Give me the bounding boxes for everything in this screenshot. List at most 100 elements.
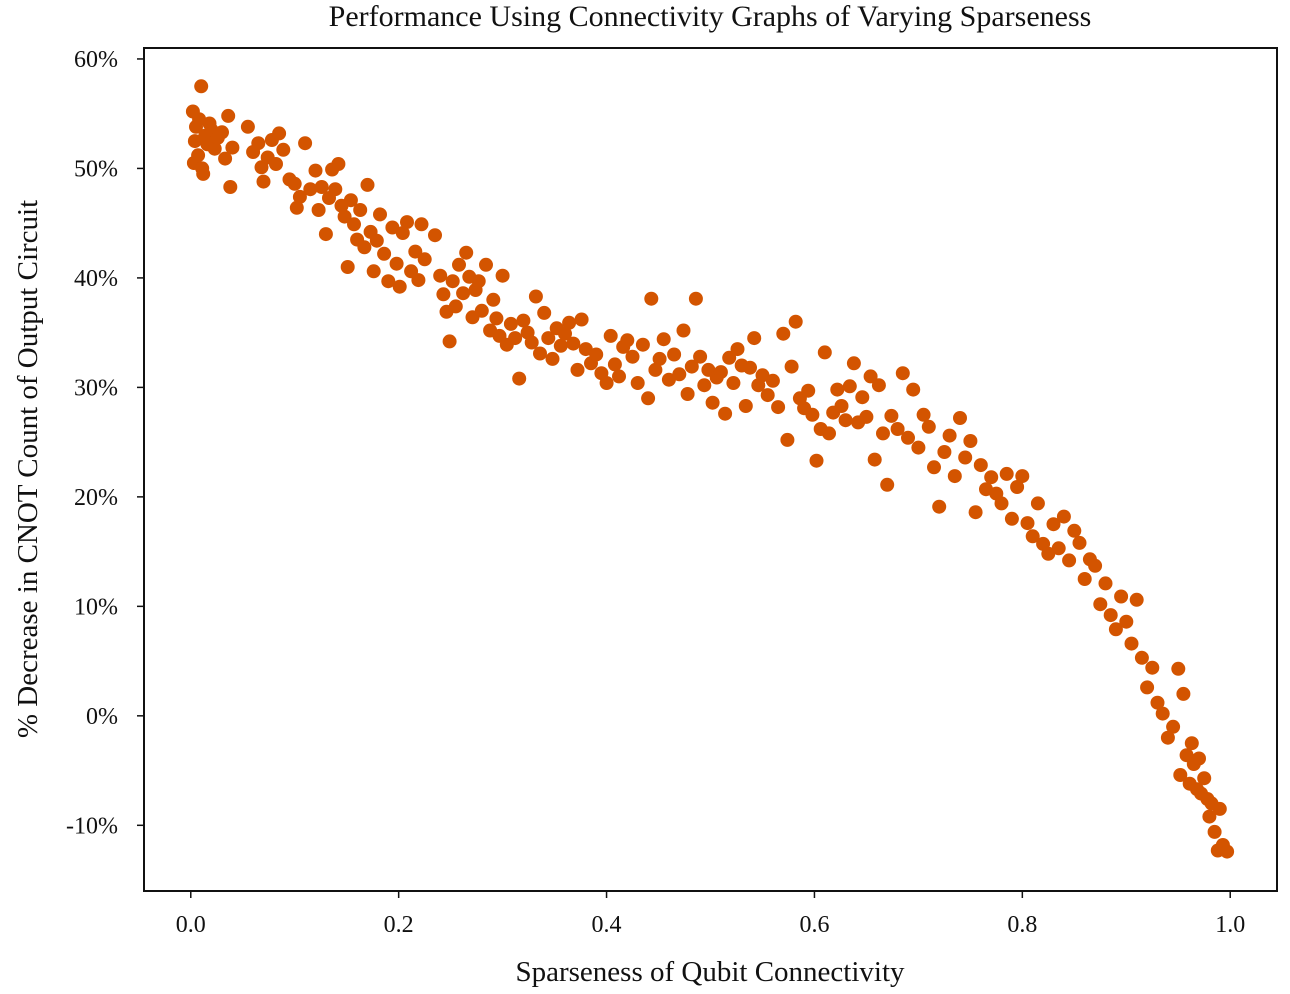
data-point	[1160, 730, 1175, 745]
data-point	[713, 365, 728, 380]
data-point	[528, 289, 543, 304]
data-point	[578, 342, 593, 357]
data-point	[635, 337, 650, 352]
data-point	[479, 257, 493, 272]
data-point	[911, 440, 926, 455]
data-point	[436, 287, 451, 302]
data-point	[599, 376, 614, 390]
data-point	[1220, 844, 1235, 859]
data-point	[726, 376, 741, 390]
data-point	[1114, 589, 1129, 604]
points-layer	[185, 79, 1235, 859]
data-point	[558, 326, 572, 341]
data-point	[620, 333, 635, 348]
data-point	[1025, 529, 1040, 544]
data-point	[942, 428, 957, 443]
data-point	[408, 244, 423, 259]
data-point	[1041, 546, 1056, 561]
y-axis-label: % Decrease in CNOT Count of Output Circu…	[12, 200, 44, 738]
data-point	[1030, 496, 1045, 511]
y-tick-label: 20%	[74, 485, 118, 511]
data-point	[771, 400, 786, 415]
data-point	[1010, 480, 1025, 494]
data-point	[718, 406, 733, 421]
data-point	[1145, 660, 1160, 675]
data-point	[445, 274, 460, 289]
data-point	[272, 126, 287, 141]
data-point	[196, 166, 211, 181]
data-point	[553, 338, 568, 353]
data-point	[287, 176, 302, 191]
data-point	[722, 350, 737, 365]
data-point	[223, 180, 238, 194]
data-point	[1155, 706, 1170, 721]
data-point	[512, 371, 527, 386]
data-point	[1192, 751, 1206, 766]
data-point	[901, 430, 915, 445]
x-tick-label: 0.0	[176, 912, 206, 938]
y-tick-label: 50%	[74, 156, 118, 182]
y-tick-label: 60%	[74, 47, 118, 73]
data-point	[452, 257, 466, 272]
data-point	[366, 264, 381, 279]
data-point	[1184, 736, 1199, 751]
data-point	[1108, 622, 1123, 637]
data-point	[187, 134, 202, 149]
data-point	[331, 157, 346, 171]
y-tick-label: -10%	[66, 813, 118, 839]
data-point	[927, 460, 941, 475]
data-point	[876, 426, 890, 441]
data-point	[218, 151, 233, 166]
data-point	[648, 362, 663, 377]
data-point	[661, 372, 676, 387]
x-tick-label: 0.4	[592, 912, 622, 938]
data-point	[1129, 592, 1144, 607]
data-point	[340, 260, 355, 274]
data-point	[508, 331, 523, 346]
data-point	[442, 334, 457, 349]
data-point	[1062, 553, 1077, 568]
plot-frame	[143, 47, 1278, 892]
data-point	[1207, 824, 1222, 839]
data-point	[225, 140, 240, 155]
data-point	[916, 407, 931, 422]
y-tick-label: 40%	[74, 266, 118, 292]
data-point	[846, 356, 861, 371]
data-point	[822, 426, 836, 441]
data-point	[428, 228, 442, 243]
data-point	[318, 227, 333, 242]
data-point	[343, 193, 358, 208]
data-point	[298, 136, 313, 151]
data-point	[1004, 511, 1019, 526]
data-point	[308, 163, 323, 178]
data-point	[503, 316, 518, 331]
data-point	[369, 233, 384, 248]
data-point	[251, 136, 266, 151]
data-point	[765, 373, 780, 388]
x-tick-label: 0.2	[384, 912, 414, 938]
data-point	[973, 458, 988, 473]
data-point	[589, 347, 604, 362]
data-point	[855, 390, 870, 405]
data-point	[392, 279, 407, 294]
data-point	[328, 182, 343, 197]
data-point	[1150, 695, 1165, 710]
data-point	[607, 357, 622, 372]
data-point	[963, 434, 978, 448]
data-point	[433, 268, 448, 283]
data-point	[471, 274, 486, 289]
data-point	[417, 252, 432, 267]
data-point	[1088, 558, 1103, 573]
data-point	[680, 387, 695, 401]
data-point	[994, 496, 1009, 511]
data-point	[357, 240, 372, 255]
data-point	[1197, 771, 1212, 786]
data-point	[495, 268, 510, 283]
data-point	[730, 342, 745, 357]
data-point	[788, 314, 803, 329]
data-point	[968, 505, 983, 520]
data-point	[1173, 768, 1188, 782]
data-point	[570, 362, 585, 377]
data-point	[1093, 597, 1108, 612]
data-point	[1020, 516, 1035, 531]
